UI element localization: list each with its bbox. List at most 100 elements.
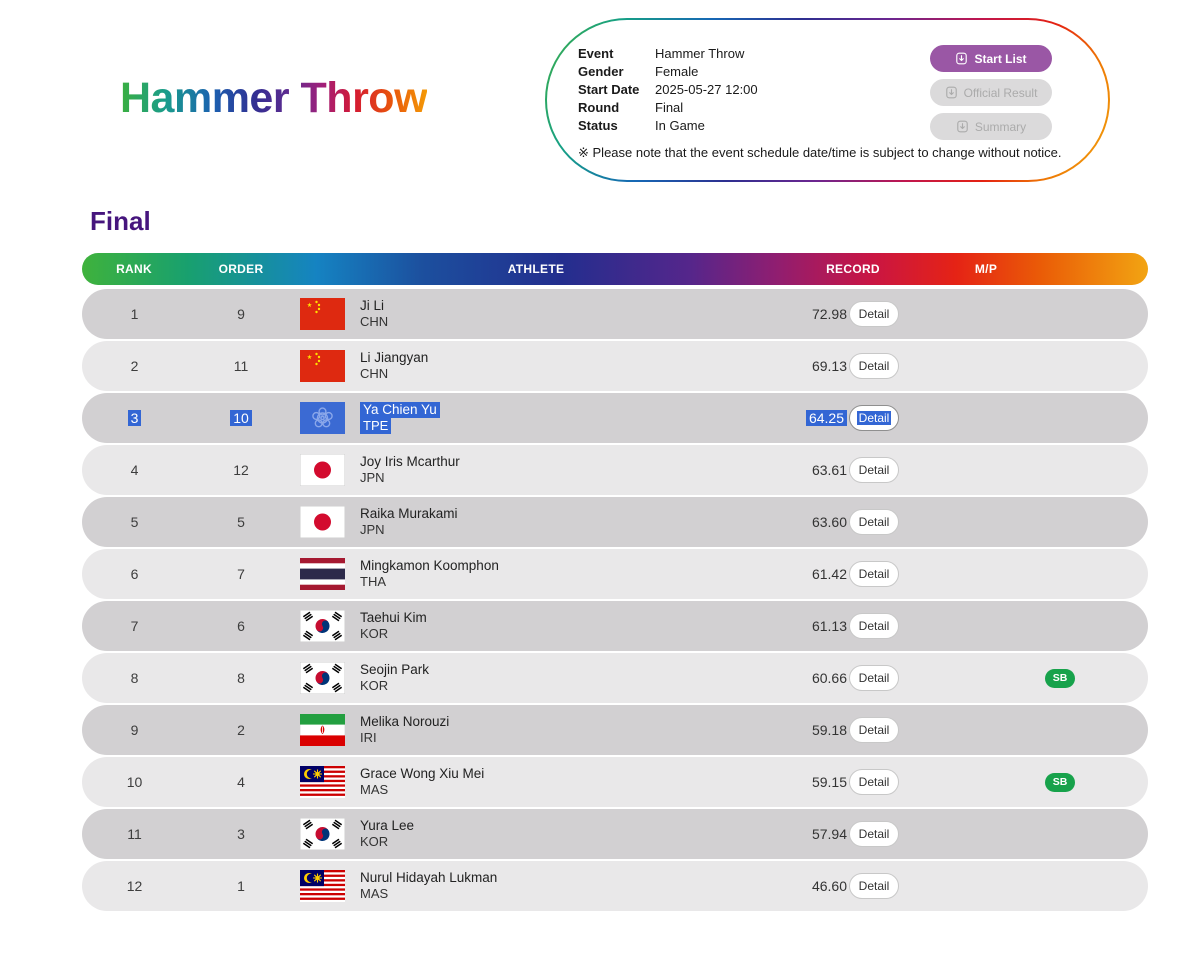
detail-button[interactable]: Detail	[849, 821, 899, 847]
athlete-cell: Raika Murakami JPN	[295, 506, 780, 538]
flag-tpe-icon	[300, 402, 345, 434]
athlete-noc: THA	[360, 574, 386, 589]
athlete-name: Yura Lee	[360, 818, 415, 833]
order-cell: 11	[187, 358, 295, 374]
flag-chn-icon	[300, 350, 345, 382]
rank-cell: 11	[82, 826, 187, 842]
official-result-button[interactable]: Official Result	[930, 79, 1052, 106]
rank-cell: 10	[82, 774, 187, 790]
athlete-name: Grace Wong Xiu Mei	[360, 766, 485, 781]
document-icon	[955, 52, 968, 65]
flag-kor-icon	[300, 818, 345, 850]
athlete-name: Li Jiangyan	[360, 350, 429, 365]
detail-button[interactable]: Detail	[849, 405, 899, 431]
table-row[interactable]: 5 5 Raika Murakami JPN 63.60 Detail	[82, 497, 1148, 547]
athlete-name: Taehui Kim	[360, 610, 427, 625]
detail-button[interactable]: Detail	[849, 665, 899, 691]
detail-button[interactable]: Detail	[849, 353, 899, 379]
athlete-name: Melika Norouzi	[360, 714, 450, 729]
detail-button[interactable]: Detail	[849, 613, 899, 639]
detail-cell: Detail	[847, 665, 907, 691]
order-cell: 3	[187, 826, 295, 842]
mp-cell: SB	[907, 772, 1148, 792]
sb-badge: SB	[1045, 668, 1075, 688]
column-header-mp: M/P	[974, 262, 998, 276]
start-list-button[interactable]: Start List	[930, 45, 1052, 72]
table-row[interactable]: 6 7 Mingkamon Koomphon THA 61.42 Detail	[82, 549, 1148, 599]
rank-cell: 9	[82, 722, 187, 738]
gender-field-value: Female	[655, 64, 699, 79]
athlete-cell: Grace Wong Xiu Mei MAS	[295, 766, 780, 798]
event-info-fields: Event Hammer Throw Gender Female Start D…	[578, 45, 758, 135]
rank-value: 1	[130, 306, 139, 322]
table-row[interactable]: 7 6 Taehui Kim KOR 61.13 Detail	[82, 601, 1148, 651]
record-value: 57.94	[811, 826, 847, 842]
athlete-cell: Taehui Kim KOR	[295, 610, 780, 642]
table-row[interactable]: 9 2 Melika Norouzi IRI 59.18 Detail	[82, 705, 1148, 755]
detail-button-label: Detail	[856, 411, 892, 425]
detail-button[interactable]: Detail	[849, 717, 899, 743]
athlete-noc: CHN	[360, 314, 389, 329]
detail-cell: Detail	[847, 457, 907, 483]
record-value: 46.60	[811, 878, 847, 894]
detail-button[interactable]: Detail	[849, 457, 899, 483]
athlete-text: Ya Chien Yu TPE	[360, 402, 440, 434]
order-value: 7	[237, 566, 245, 582]
rank-cell: 4	[82, 462, 187, 478]
record-cell: 64.25	[780, 410, 847, 426]
table-row[interactable]: 2 11 Li Jiangyan CHN 69.13 Detail	[82, 341, 1148, 391]
detail-cell: Detail	[847, 353, 907, 379]
table-row[interactable]: 10 4 Grace Wong Xiu Mei MAS 59.15 Detail…	[82, 757, 1148, 807]
flag-jpn-icon	[300, 506, 345, 538]
rank-value: 12	[126, 878, 143, 894]
detail-button[interactable]: Detail	[849, 769, 899, 795]
athlete-cell: Nurul Hidayah Lukman MAS	[295, 870, 780, 902]
detail-button-label: Detail	[858, 307, 890, 321]
summary-button[interactable]: Summary	[930, 113, 1052, 140]
detail-cell: Detail	[847, 717, 907, 743]
detail-button-label: Detail	[858, 775, 890, 789]
gender-field-label: Gender	[578, 64, 624, 79]
detail-button-label: Detail	[858, 359, 890, 373]
record-cell: 59.18	[780, 722, 847, 738]
detail-button[interactable]: Detail	[849, 561, 899, 587]
table-row[interactable]: 12 1 Nurul Hidayah Lukman MAS 46.60 Deta…	[82, 861, 1148, 911]
athlete-noc: IRI	[360, 730, 377, 745]
official-result-button-label: Official Result	[963, 85, 1038, 100]
rank-cell: 3	[82, 410, 187, 426]
rank-cell: 8	[82, 670, 187, 686]
detail-cell: Detail	[847, 301, 907, 327]
flag-jpn-icon	[300, 454, 345, 486]
detail-button[interactable]: Detail	[849, 873, 899, 899]
detail-button[interactable]: Detail	[849, 301, 899, 327]
detail-button-label: Detail	[858, 827, 890, 841]
athlete-text: Ji Li CHN	[360, 298, 388, 330]
table-row[interactable]: 3 10 Ya Chien Yu TPE 64.25 Detail	[82, 393, 1148, 443]
flag-kor-icon	[300, 610, 345, 642]
detail-button[interactable]: Detail	[849, 509, 899, 535]
order-value: 1	[237, 878, 245, 894]
athlete-name: Seojin Park	[360, 662, 430, 677]
record-cell: 63.61	[780, 462, 847, 478]
table-row[interactable]: 4 12 Joy Iris Mcarthur JPN 63.61 Detail	[82, 445, 1148, 495]
order-value: 4	[237, 774, 245, 790]
athlete-cell: Li Jiangyan CHN	[295, 350, 780, 382]
athlete-noc: MAS	[360, 886, 389, 901]
table-row[interactable]: 1 9 Ji Li CHN 72.98 Detail	[82, 289, 1148, 339]
athlete-cell: Ya Chien Yu TPE	[295, 402, 780, 434]
start-date-field-value: 2025-05-27 12:00	[655, 82, 758, 97]
detail-button-label: Detail	[858, 463, 890, 477]
rank-value: 9	[130, 722, 139, 738]
flag-mas-icon	[300, 870, 345, 902]
order-cell: 12	[187, 462, 295, 478]
athlete-name: Mingkamon Koomphon	[360, 558, 499, 573]
order-cell: 5	[187, 514, 295, 530]
table-row[interactable]: 11 3 Yura Lee KOR 57.94 Detail	[82, 809, 1148, 859]
rank-value: 11	[127, 826, 142, 842]
record-value: 60.66	[811, 670, 847, 686]
round-heading: Final	[90, 206, 151, 236]
athlete-noc: KOR	[360, 678, 389, 693]
athlete-name: Ya Chien Yu	[360, 402, 440, 418]
event-info-card: Event Hammer Throw Gender Female Start D…	[545, 18, 1110, 182]
table-row[interactable]: 8 8 Seojin Park KOR 60.66 Detail SB	[82, 653, 1148, 703]
